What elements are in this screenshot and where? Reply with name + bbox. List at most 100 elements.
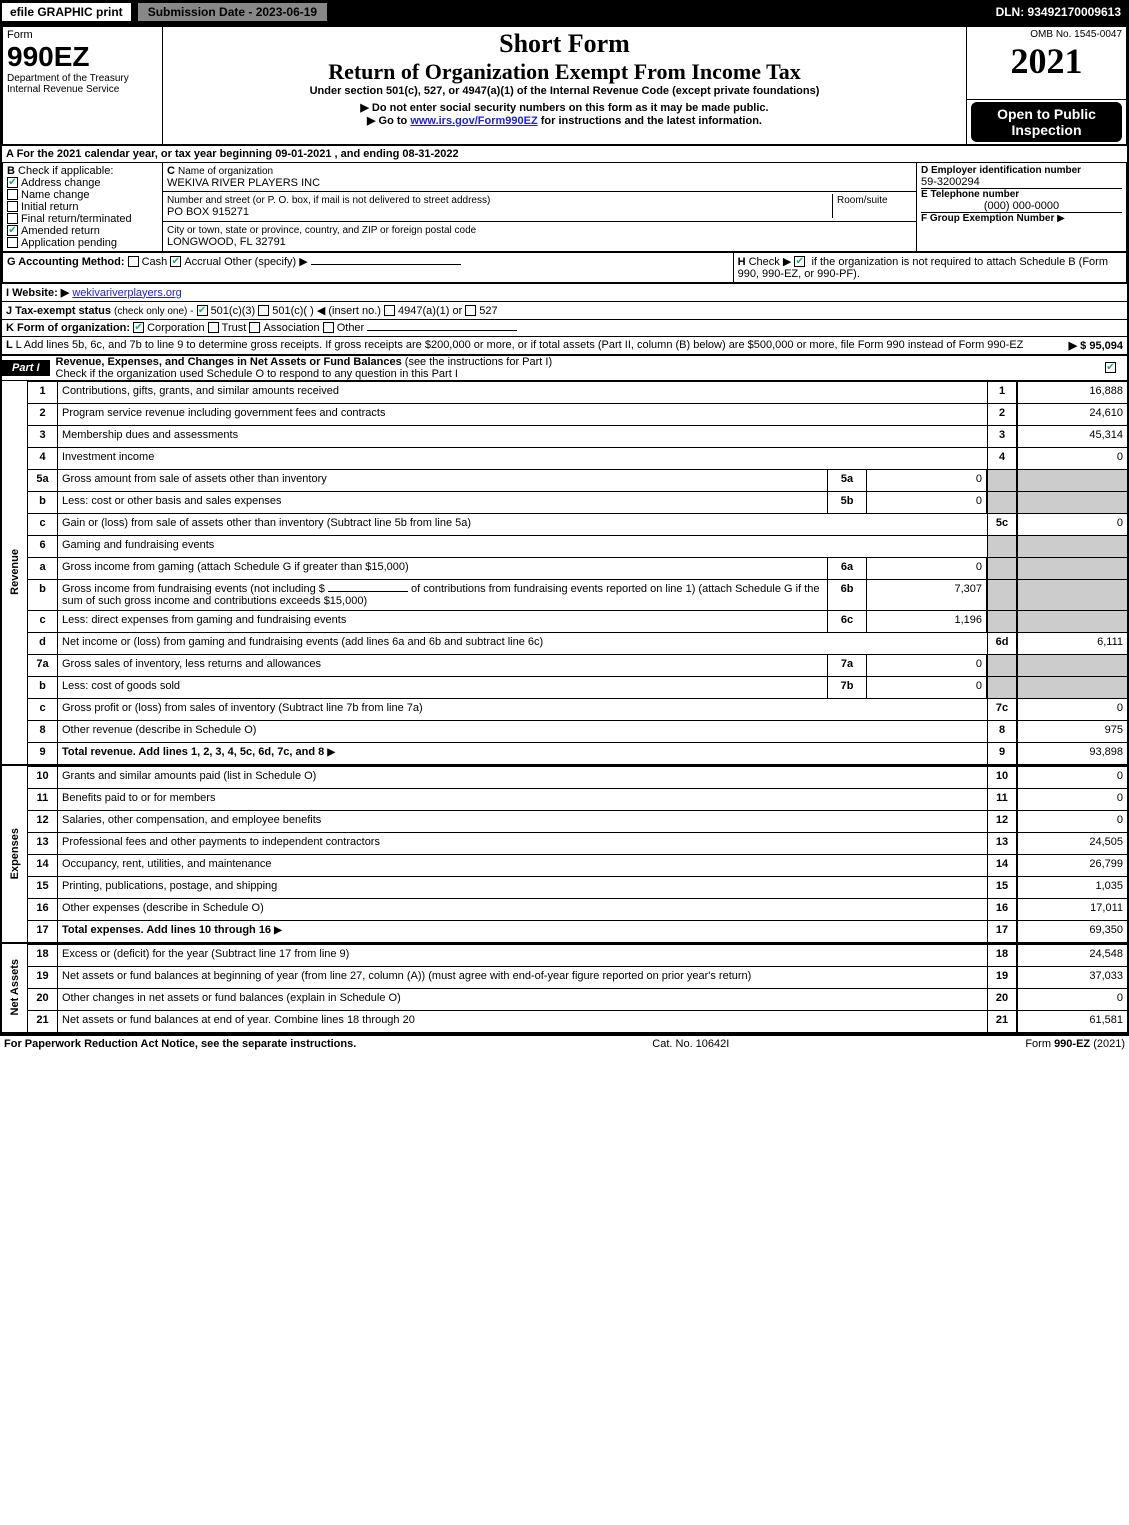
checkbox-4947[interactable] — [384, 305, 395, 316]
top-bar: efile GRAPHIC print Submission Date - 20… — [0, 0, 1129, 24]
label-trust: Trust — [222, 322, 247, 334]
checkbox-501c[interactable] — [258, 305, 269, 316]
line-19-amt: 37,033 — [1017, 967, 1127, 988]
section-k: K Form of organization: Corporation Trus… — [2, 319, 1127, 336]
line-18-desc: Excess or (deficit) for the year (Subtra… — [58, 945, 987, 966]
line-6d-amt: 6,111 — [1017, 633, 1127, 654]
checkbox-cash[interactable] — [128, 256, 139, 267]
checkbox-accrual[interactable] — [170, 256, 181, 267]
line-7c: c Gross profit or (loss) from sales of i… — [28, 698, 1127, 720]
line-18-amt: 24,548 — [1017, 945, 1127, 966]
efile-print-button[interactable]: efile GRAPHIC print — [0, 1, 133, 23]
other-method-input[interactable] — [311, 264, 461, 265]
irs-label: Internal Revenue Service — [7, 84, 158, 95]
line-13: 13 Professional fees and other payments … — [28, 832, 1127, 854]
line-6c: c Less: direct expenses from gaming and … — [28, 610, 1127, 632]
line-5b-desc: Less: cost or other basis and sales expe… — [58, 492, 827, 513]
dept-treasury: Department of the Treasury — [7, 73, 158, 84]
line-14-amt: 26,799 — [1017, 855, 1127, 876]
line-18-num: 18 — [28, 945, 58, 966]
line-4-box: 4 — [987, 448, 1017, 469]
line-11-desc: Benefits paid to or for members — [58, 789, 987, 810]
line-3-box: 3 — [987, 426, 1017, 447]
line-6: 6 Gaming and fundraising events — [28, 535, 1127, 557]
checkbox-trust[interactable] — [208, 322, 219, 333]
form-footer-pre: Form — [1025, 1038, 1054, 1050]
city-label: City or town, state or province, country… — [167, 225, 476, 236]
label-application-pending: Application pending — [21, 237, 117, 249]
line-7b-sub: 7b — [827, 677, 867, 698]
checkbox-other-org[interactable] — [323, 322, 334, 333]
line-2-num: 2 — [28, 404, 58, 425]
line-8-amt: 975 — [1017, 721, 1127, 742]
checkbox-association[interactable] — [249, 322, 260, 333]
form-number: 990EZ — [7, 41, 158, 73]
line-9-desc: Total revenue. Add lines 1, 2, 3, 4, 5c,… — [58, 743, 987, 764]
line-8-box: 8 — [987, 721, 1017, 742]
label-amended-return: Amended return — [21, 225, 100, 237]
line-7b-subamt: 0 — [867, 677, 987, 698]
line-1-num: 1 — [28, 382, 58, 403]
expenses-section: Expenses 10 Grants and similar amounts p… — [2, 764, 1127, 942]
line-6b-blank[interactable] — [328, 591, 408, 592]
line-15-box: 15 — [987, 877, 1017, 898]
checkbox-address-change[interactable] — [7, 177, 18, 188]
line-18-box: 18 — [987, 945, 1017, 966]
checkbox-application-pending[interactable] — [7, 237, 18, 248]
line-10: 10 Grants and similar amounts paid (list… — [28, 766, 1127, 788]
checkbox-name-change[interactable] — [7, 189, 18, 200]
checkbox-schedule-o-part1[interactable] — [1105, 362, 1116, 373]
line-7b-greybox — [987, 677, 1017, 698]
line-19-num: 19 — [28, 967, 58, 988]
line-12-desc: Salaries, other compensation, and employ… — [58, 811, 987, 832]
line-7b-desc: Less: cost of goods sold — [58, 677, 827, 698]
line-21-num: 21 — [28, 1011, 58, 1032]
checkbox-501c3[interactable] — [197, 305, 208, 316]
checkbox-corporation[interactable] — [133, 322, 144, 333]
line-7c-box: 7c — [987, 699, 1017, 720]
line-9-desc-text: Total revenue. Add lines 1, 2, 3, 4, 5c,… — [62, 746, 324, 758]
checkbox-final-return[interactable] — [7, 213, 18, 224]
ein: 59-3200294 — [921, 176, 1122, 188]
line-16-desc: Other expenses (describe in Schedule O) — [58, 899, 987, 920]
form-label: Form — [7, 29, 158, 41]
website-link[interactable]: wekivariverplayers.org — [72, 287, 181, 299]
checkbox-amended-return[interactable] — [7, 225, 18, 236]
line-6b-desc-pre: Gross income from fundraising events (no… — [62, 583, 325, 595]
irs-link[interactable]: www.irs.gov/Form990EZ — [410, 115, 537, 127]
line-5a-greybox — [987, 470, 1017, 491]
line-5a-num: 5a — [28, 470, 58, 491]
label-501c3: 501(c)(3) — [211, 305, 256, 317]
checkbox-initial-return[interactable] — [7, 201, 18, 212]
line-3: 3 Membership dues and assessments 3 45,3… — [28, 425, 1127, 447]
checkbox-schedule-b-not-required[interactable] — [794, 256, 805, 267]
section-e-label: E Telephone number — [921, 188, 1122, 200]
form-footer-num: 990-EZ — [1054, 1038, 1090, 1050]
instructions-note: ▶ Go to www.irs.gov/Form990EZ for instru… — [167, 114, 962, 127]
section-h-check: Check ▶ — [749, 256, 792, 268]
telephone: (000) 000-0000 — [921, 200, 1122, 212]
section-j-label: J Tax-exempt status — [6, 305, 111, 317]
line-17-desc-text: Total expenses. Add lines 10 through 16 — [62, 924, 271, 936]
line-5a: 5a Gross amount from sale of assets othe… — [28, 469, 1127, 491]
line-6a-greybox — [987, 558, 1017, 579]
line-6c-sub: 6c — [827, 611, 867, 632]
label-4947: 4947(a)(1) or — [398, 305, 462, 317]
line-6-greyamt — [1017, 536, 1127, 557]
line-18: 18 Excess or (deficit) for the year (Sub… — [28, 944, 1127, 966]
checkbox-527[interactable] — [465, 305, 476, 316]
line-5b-num: b — [28, 492, 58, 513]
line-6-desc: Gaming and fundraising events — [58, 536, 987, 557]
line-5a-sub: 5a — [827, 470, 867, 491]
line-11: 11 Benefits paid to or for members 11 0 — [28, 788, 1127, 810]
line-19-box: 19 — [987, 967, 1017, 988]
line-10-amt: 0 — [1017, 767, 1127, 788]
line-6d: d Net income or (loss) from gaming and f… — [28, 632, 1127, 654]
line-7a-greyamt — [1017, 655, 1127, 676]
label-final-return: Final return/terminated — [21, 213, 132, 225]
other-org-input[interactable] — [367, 330, 517, 331]
note2-pre: ▶ Go to — [367, 115, 410, 127]
label-527: 527 — [479, 305, 497, 317]
line-6c-greybox — [987, 611, 1017, 632]
line-7c-num: c — [28, 699, 58, 720]
